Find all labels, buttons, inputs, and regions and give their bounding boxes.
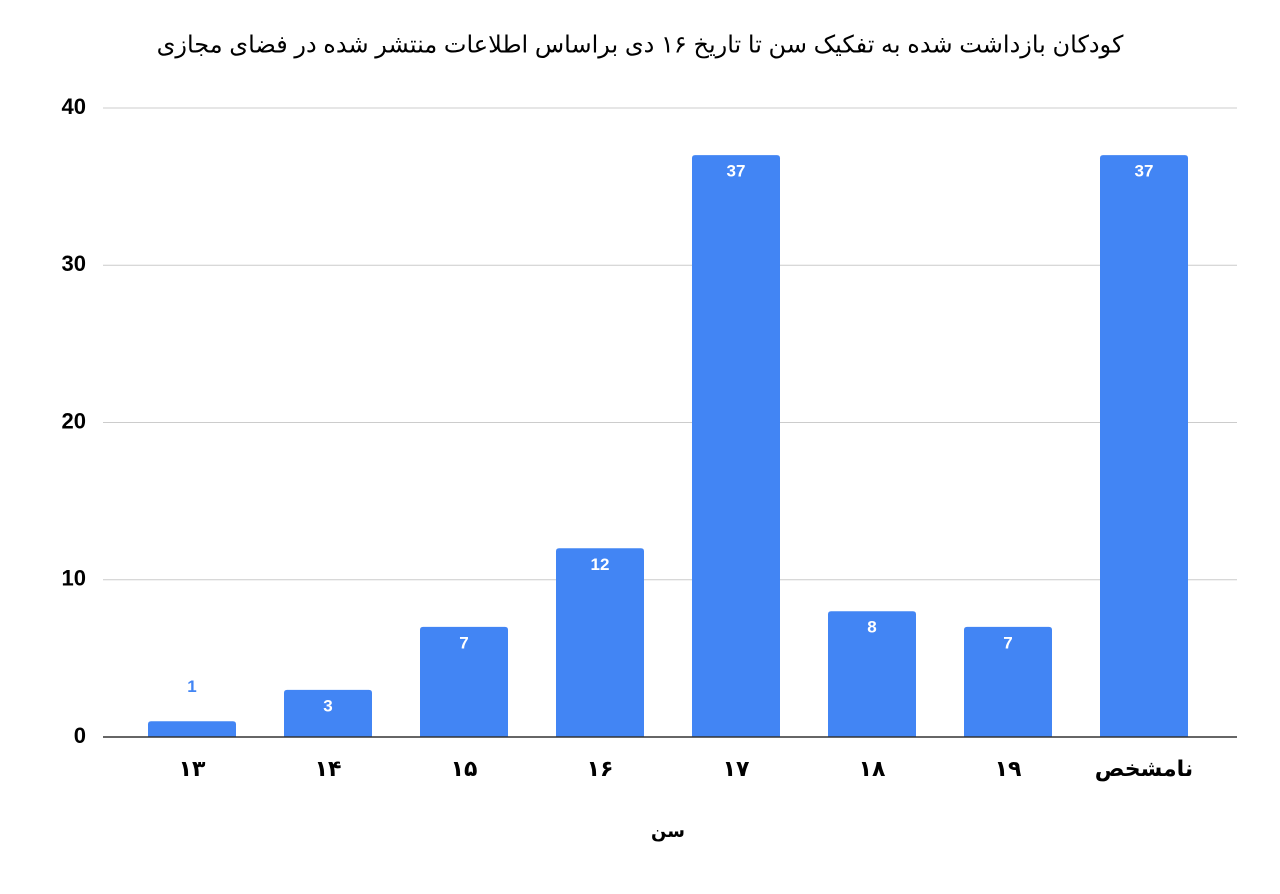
bar: [148, 721, 236, 737]
x-tick-label: ۱۷: [723, 756, 750, 781]
x-tick-label: ۱۶: [587, 756, 614, 781]
value-label: 1: [187, 677, 196, 696]
value-label: 3: [323, 696, 332, 715]
bar: [420, 626, 508, 737]
bar: [284, 689, 372, 737]
x-axis-label: سن: [651, 821, 685, 842]
bar: [828, 611, 916, 737]
value-label: 7: [1003, 633, 1012, 652]
y-tick-label: 30: [62, 251, 86, 276]
value-label: 12: [591, 555, 610, 574]
y-tick-label: 40: [62, 94, 86, 119]
chart-title: کودکان بازداشت شده به تفکیک سن تا تاریخ …: [157, 31, 1124, 58]
bar: [1100, 155, 1188, 738]
bar: [692, 155, 780, 738]
bar: [556, 548, 644, 737]
bar: [964, 626, 1052, 737]
y-tick-label: 20: [62, 408, 86, 433]
y-tick-label: 10: [62, 566, 86, 591]
x-tick-label: نامشخص: [1095, 756, 1193, 781]
x-tick-label: ۱۹: [995, 756, 1022, 781]
value-label: 7: [459, 633, 468, 652]
y-tick-label: 0: [74, 723, 86, 748]
value-label: 37: [1135, 162, 1154, 181]
value-label: 37: [727, 162, 746, 181]
x-tick-label: ۱۵: [451, 756, 478, 781]
x-tick-label: ۱۴: [315, 756, 342, 781]
x-tick-label: ۱۸: [859, 756, 886, 781]
value-label: 8: [867, 618, 876, 637]
x-tick-label: ۱۳: [179, 756, 206, 781]
